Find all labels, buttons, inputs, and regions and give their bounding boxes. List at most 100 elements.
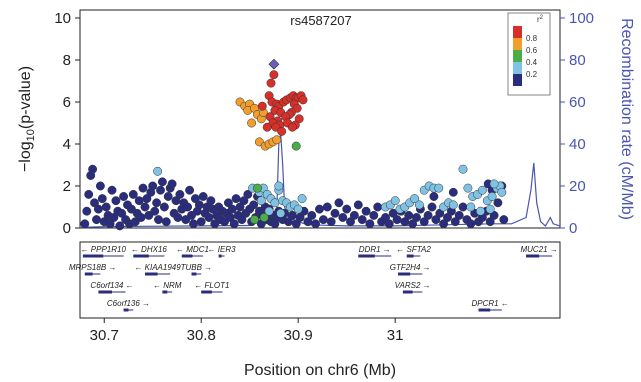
snp-point-r2-0.8-1.0-21 bbox=[298, 95, 308, 105]
r2-legend: r2 0.8 0.6 0.4 0.2 bbox=[507, 12, 551, 96]
gene-exons-KIAA1949 bbox=[144, 272, 158, 276]
snp-point-r2-0.2-0.4-44 bbox=[485, 204, 495, 214]
gene-exons-NRM bbox=[162, 290, 168, 294]
points-layer bbox=[80, 58, 509, 231]
snp-point-r2-0.0-0.2-78 bbox=[231, 194, 241, 204]
legend-title: r2 bbox=[537, 15, 544, 24]
y-axis-left-title-subscript: 10 bbox=[25, 129, 37, 141]
gene-exons-IER3 bbox=[218, 254, 222, 258]
gene-exons-GTF2H4 bbox=[398, 272, 411, 276]
snp-point-r2-0.6-0.8-12 bbox=[272, 135, 282, 145]
snp-point-r2-0.0-0.2-31 bbox=[140, 202, 150, 212]
x-axis-title: Position on chr6 (Mb) bbox=[244, 362, 396, 379]
gene-label-DHX16: ← DHX16 bbox=[131, 245, 168, 254]
snp-point-r2-0.0-0.2-157 bbox=[493, 198, 503, 208]
legend-title-superscript: 2 bbox=[540, 15, 544, 21]
snp-point-r2-0.0-0.2-42 bbox=[161, 217, 171, 227]
legend-swatch-2 bbox=[513, 50, 522, 62]
snp-point-r2-0.0-0.2-114 bbox=[326, 217, 336, 227]
snp-point-r2-0.0-0.2-116 bbox=[334, 198, 344, 208]
snp-point-r2-0.0-0.2-113 bbox=[322, 202, 332, 212]
y-right-tick-label-60: 60 bbox=[569, 94, 586, 111]
snp-point-r2-0.0-0.2-134 bbox=[404, 210, 414, 220]
snp-point-r2-0.8-1.0-1 bbox=[266, 78, 276, 88]
snp-point-r2-0.2-0.4-42 bbox=[497, 187, 507, 197]
snp-point-r2-0.0-0.2-123 bbox=[361, 206, 371, 216]
snp-point-r2-0.0-0.2-117 bbox=[338, 213, 348, 222]
gene-label-PPP1R10: ← PPP1R10 bbox=[81, 245, 127, 254]
snp-point-r2-0.2-0.4-15 bbox=[264, 206, 274, 216]
snp-point-r2-0.2-0.4-39 bbox=[487, 192, 497, 201]
snp-point-r2-0.0-0.2-2 bbox=[84, 189, 94, 199]
snp-point-r2-0.0-0.2-6 bbox=[92, 215, 101, 225]
snp-point-r2-0.0-0.2-43 bbox=[163, 192, 173, 201]
snp-point-r2-0.0-0.2-150 bbox=[466, 219, 476, 229]
gene-panel-frame bbox=[79, 241, 561, 319]
y-right-tick-label-40: 40 bbox=[569, 136, 586, 153]
snp-point-r2-0.0-0.2-140 bbox=[427, 202, 437, 212]
snp-point-r2-0.0-0.2-163 bbox=[429, 192, 439, 201]
lead-snp-label: rs4587207 bbox=[290, 13, 351, 28]
legend-swatch-0 bbox=[513, 26, 522, 38]
snp-point-r2-0.0-0.2-56 bbox=[189, 219, 198, 229]
snp-point-r2-0.0-0.2-159 bbox=[499, 215, 509, 225]
legend-label-0.2: 0.2 bbox=[526, 70, 538, 79]
snp-point-r2-0.8-1.0-30 bbox=[287, 122, 297, 132]
snp-point-r2-0.0-0.2-40 bbox=[157, 177, 167, 187]
gene-exons-C6orf134 bbox=[98, 290, 112, 294]
y-right-tick-label-100: 100 bbox=[569, 10, 594, 27]
snp-point-r2-0.0-0.2-36 bbox=[150, 206, 160, 216]
snp-point-r2-0.0-0.2-162 bbox=[448, 187, 458, 197]
snp-point-r2-0.0-0.2-18 bbox=[115, 221, 125, 231]
snp-point-r2-0.0-0.2-147 bbox=[454, 210, 464, 220]
snp-point-r2-0.0-0.2-37 bbox=[152, 198, 162, 208]
snp-point-r2-0.0-0.2-126 bbox=[373, 202, 383, 212]
snp-point-r2-0.2-0.4-46 bbox=[466, 202, 476, 212]
gene-exons-TUBB bbox=[191, 272, 197, 276]
snp-point-r2-0.0-0.2-29 bbox=[136, 213, 146, 222]
snp-point-r2-0.0-0.2-136 bbox=[412, 213, 421, 222]
y-axis-left-title: −log10(p-value) bbox=[17, 66, 37, 172]
snp-point-r2-0.0-0.2-14 bbox=[107, 185, 117, 195]
snp-point-r2-0.4-0.6-2 bbox=[250, 215, 259, 225]
snp-point-r2-0.2-0.4-16 bbox=[276, 208, 286, 218]
y-left-tick-label-6: 6 bbox=[63, 94, 71, 111]
legend-swatch-3 bbox=[513, 62, 522, 74]
snp-point-r2-0.2-0.4-32 bbox=[448, 200, 458, 210]
y-left-tick-label-0: 0 bbox=[63, 220, 71, 237]
snp-point-r2-0.0-0.2-148 bbox=[458, 202, 468, 212]
legend-swatch-4 bbox=[513, 74, 522, 86]
snp-point-r2-0.0-0.2-121 bbox=[353, 200, 363, 210]
snp-point-r2-0.0-0.2-139 bbox=[423, 210, 433, 220]
gene-exons-FLOT1 bbox=[201, 290, 212, 294]
snp-point-r2-0.0-0.2-45 bbox=[167, 179, 177, 189]
gene-label-C6orf134: C6orf134 ← bbox=[90, 281, 133, 290]
snp-point-r2-0.0-0.2-4 bbox=[88, 164, 98, 174]
gene-label-TUBB: TUBB → bbox=[181, 263, 213, 272]
snp-point-r2-0.0-0.2-7 bbox=[93, 204, 103, 214]
legend-swatches: 0.8 0.6 0.4 0.2 bbox=[513, 26, 538, 86]
gene-exons-MUC21 bbox=[526, 254, 540, 258]
snp-point-r2-0.2-0.4-24 bbox=[410, 194, 419, 204]
snp-point-r2-0.0-0.2-115 bbox=[330, 208, 340, 218]
snp-point-r2-0.2-0.4-20 bbox=[390, 196, 400, 206]
snp-point-r2-0.6-0.8-7 bbox=[247, 118, 257, 128]
snp-point-r2-0.0-0.2-110 bbox=[311, 219, 321, 229]
gene-label-FLOT1: ← FLOT1 bbox=[194, 281, 229, 290]
snp-point-r2-0.0-0.2-41 bbox=[159, 202, 169, 212]
gene-label-NRM: ← NRM bbox=[153, 281, 182, 290]
gene-exons-MDC1 bbox=[181, 254, 193, 258]
snp-point-r2-0.0-0.2-49 bbox=[175, 189, 185, 199]
snp-point-r2-0.0-0.2-54 bbox=[185, 185, 195, 195]
snp-point-r2-0.0-0.2-25 bbox=[128, 189, 138, 199]
gene-exons-DHX16 bbox=[133, 254, 149, 258]
snp-point-r2-0.0-0.2-35 bbox=[148, 181, 158, 191]
gene-exons-MRPS18B bbox=[84, 272, 93, 276]
gene-label-KIAA1949: ← KIAA1949 bbox=[134, 263, 181, 272]
y-left-tick-label-4: 4 bbox=[63, 136, 71, 153]
snp-point-r2-0.0-0.2-120 bbox=[349, 210, 359, 220]
y-right-tick-label-80: 80 bbox=[569, 52, 586, 69]
gene-label-SFTA2: ← SFTA2 bbox=[396, 245, 431, 254]
snp-point-r2-0.0-0.2-38 bbox=[154, 215, 163, 225]
